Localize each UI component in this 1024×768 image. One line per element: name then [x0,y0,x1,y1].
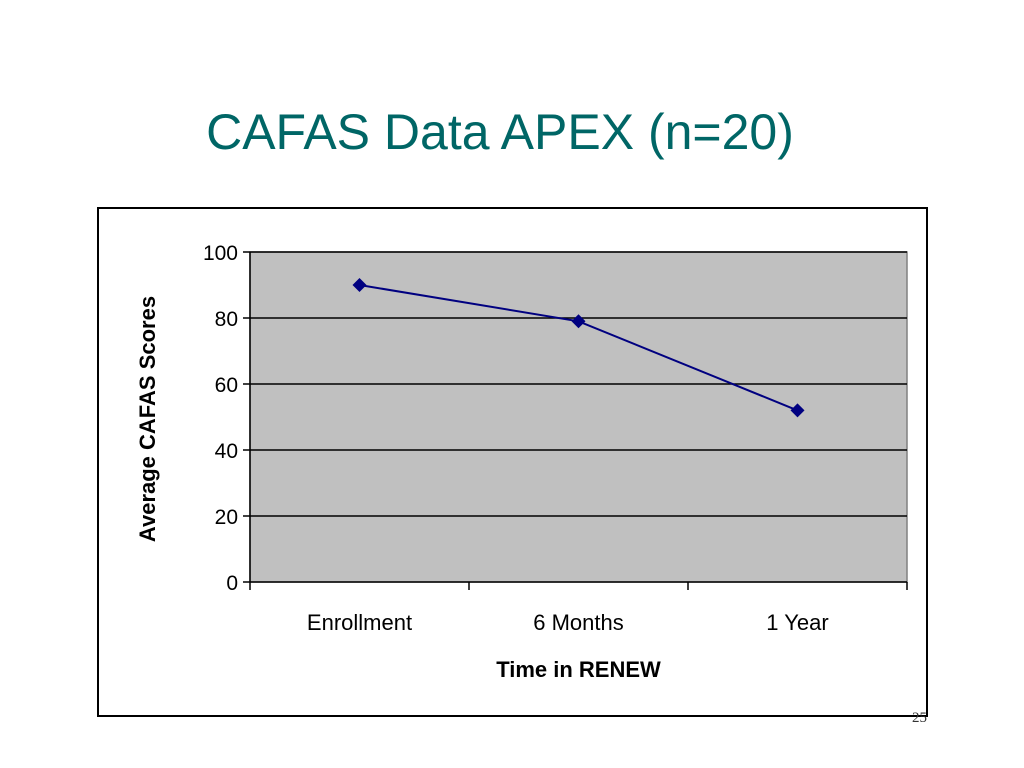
x-tick-label: 6 Months [533,610,624,635]
data-point-marker [352,278,367,292]
y-tick-label: 0 [226,572,238,595]
plot-area [249,251,908,583]
x-tick-label: 1 Year [766,610,828,635]
series-layer [352,278,805,418]
y-tick-label: 40 [215,440,238,463]
slide-number: 25 [912,710,927,726]
y-tick-labels: 0 20 40 60 80 100 [203,242,238,595]
x-tick-labels: Enrollment 6 Months 1 Year [307,610,829,635]
y-tick-label: 20 [215,506,238,529]
y-tick-label: 100 [203,242,238,265]
gridlines [243,251,907,583]
line-chart: 0 20 40 60 80 100 Enrollment 6 Months 1 Year Ti… [135,242,908,682]
x-axis-title: Time in RENEW [496,657,661,682]
chart-frame: 0 20 40 60 80 100 Enrollment 6 Months 1 Year Ti… [97,207,928,717]
slide-title: CAFAS Data APEX (n=20) [206,104,794,160]
data-point-marker [571,314,586,329]
y-tick-label: 60 [215,374,238,397]
data-point-marker [790,403,805,418]
x-tick-label: Enrollment [307,610,412,635]
axes [249,252,908,590]
y-tick-label: 80 [215,308,238,331]
y-axis-title: Average CAFAS Scores [135,296,160,542]
